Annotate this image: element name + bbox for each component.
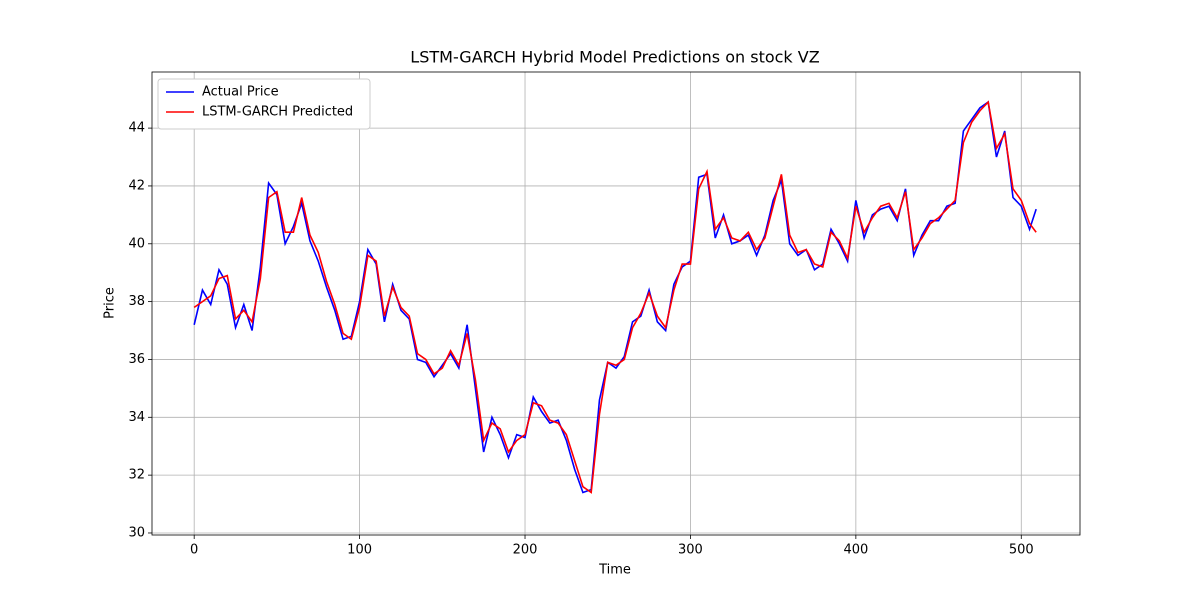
legend-label: LSTM-GARCH Predicted — [202, 105, 353, 120]
x-tick-label: 400 — [843, 543, 868, 558]
x-tick-label: 100 — [347, 543, 372, 558]
x-tick-label: 500 — [1009, 543, 1034, 558]
chart-title: LSTM-GARCH Hybrid Model Predictions on s… — [410, 48, 819, 67]
y-tick-label: 32 — [128, 468, 145, 483]
plot-frame — [151, 71, 1081, 536]
x-tick-label: 200 — [513, 543, 538, 558]
y-tick-label: 38 — [128, 294, 145, 309]
y-tick-label: 42 — [128, 178, 145, 193]
y-axis-label: Price — [103, 287, 118, 319]
series-line — [193, 100, 1037, 494]
y-tick-label: 30 — [128, 525, 145, 540]
y-tick-label: 36 — [128, 352, 145, 367]
y-tick-label: 34 — [128, 410, 145, 425]
y-tick-label: 40 — [128, 236, 145, 251]
legend-box — [157, 78, 371, 130]
y-tick-label: 44 — [128, 121, 145, 136]
series-line — [193, 100, 1037, 494]
x-axis-label: Time — [598, 563, 631, 578]
x-tick-label: 0 — [190, 543, 198, 558]
x-tick-label: 300 — [678, 543, 703, 558]
legend-label: Actual Price — [202, 85, 279, 100]
